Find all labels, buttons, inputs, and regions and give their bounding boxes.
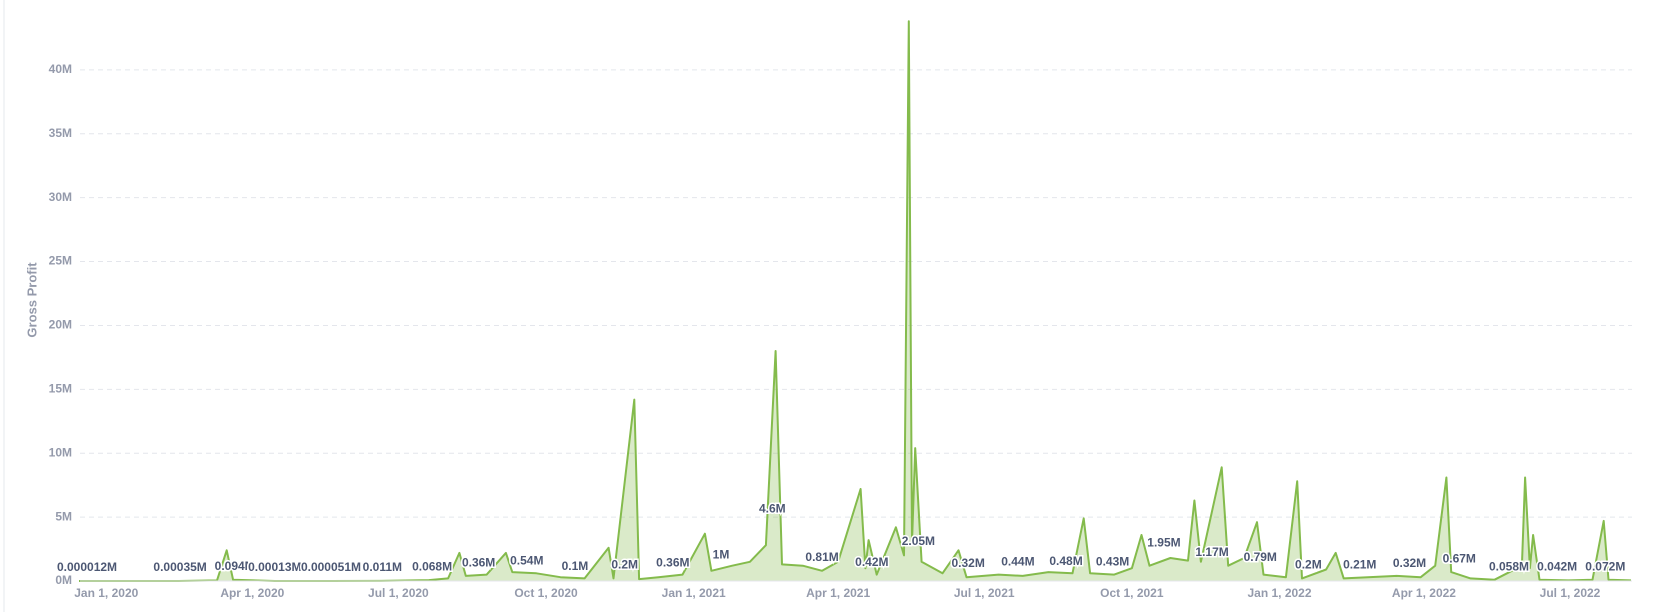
x-tick-label: Jul 1, 2021: [954, 586, 1015, 600]
y-tick-label: 5M: [55, 509, 72, 523]
x-tick-label: Oct 1, 2021: [1100, 586, 1164, 600]
data-label: 0.00013M: [248, 560, 301, 574]
x-tick-label: Jul 1, 2022: [1540, 586, 1601, 600]
y-tick-label: 15M: [49, 382, 72, 396]
data-label: 0.2M: [611, 558, 638, 572]
y-tick-label: 30M: [49, 190, 72, 204]
data-label: 0.67M: [1443, 552, 1476, 566]
data-label: 0.1M: [562, 559, 589, 573]
data-label: 0.068M: [412, 559, 452, 573]
y-tick-label: 20M: [49, 318, 72, 332]
data-label: 1M: [713, 547, 730, 561]
data-label: 0.48M: [1049, 554, 1082, 568]
data-label: 0.042M: [1537, 560, 1577, 574]
data-label: 0.21M: [1343, 557, 1376, 571]
data-label: 0.011M: [363, 560, 402, 574]
data-label: 0.36M: [462, 556, 495, 570]
data-label: 0.44M: [1001, 555, 1034, 569]
data-label: 0.000012M: [57, 560, 117, 574]
data-label: 0.072M: [1585, 559, 1625, 573]
y-axis-label: Gross Profit: [24, 262, 39, 338]
x-tick-label: Jan 1, 2020: [74, 586, 138, 600]
data-label: 1.17M: [1195, 545, 1228, 559]
y-tick-label: 35M: [49, 126, 72, 140]
data-label: 0.79M: [1244, 550, 1277, 564]
x-tick-label: Jan 1, 2021: [662, 586, 726, 600]
y-tick-label: 25M: [49, 254, 72, 268]
data-label: 0.32M: [951, 556, 984, 570]
y-tick-label: 40M: [49, 62, 72, 76]
data-label: 0.54M: [510, 553, 543, 567]
x-tick-label: Jul 1, 2020: [368, 586, 429, 600]
data-label: 0.2M: [1295, 558, 1322, 572]
data-label: 1.95M: [1147, 535, 1180, 549]
data-label: 0.43M: [1096, 555, 1129, 569]
data-label: 0.81M: [805, 550, 838, 564]
area: [79, 21, 1631, 582]
data-label: 0.36M: [656, 556, 689, 570]
data-label: 2.05M: [902, 534, 935, 548]
x-tick-label: Jan 1, 2022: [1247, 586, 1311, 600]
y-tick-label: 0M: [55, 573, 72, 587]
data-label: 0.42M: [855, 555, 888, 569]
x-tick-label: Apr 1, 2021: [806, 586, 870, 600]
x-tick-label: Apr 1, 2020: [220, 586, 284, 600]
line: [79, 20, 1632, 582]
x-tick-label: Apr 1, 2022: [1392, 586, 1456, 600]
x-tick-label: Oct 1, 2020: [514, 586, 578, 600]
data-label: 0.00035M: [153, 560, 206, 574]
data-label: 0.058M: [1489, 559, 1529, 573]
data-label: 4.6M: [759, 501, 786, 515]
data-label: 0.094M: [215, 559, 255, 573]
y-tick-label: 10M: [49, 445, 72, 459]
data-label: 0.000051M: [301, 560, 361, 574]
data-label: 0.32M: [1393, 556, 1426, 570]
